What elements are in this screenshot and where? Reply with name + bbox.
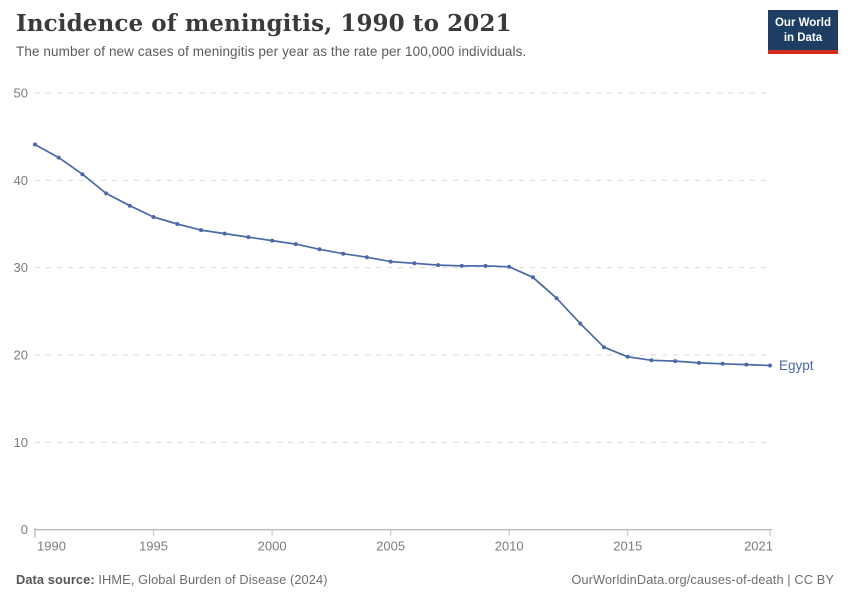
data-point[interactable] <box>127 203 132 208</box>
data-point[interactable] <box>578 321 583 326</box>
y-tick-label: 30 <box>14 260 28 275</box>
x-tick-label: 1995 <box>139 539 168 554</box>
data-point[interactable] <box>507 264 512 269</box>
x-tick-label: 1990 <box>37 539 66 554</box>
data-point[interactable] <box>696 360 701 365</box>
data-point[interactable] <box>151 215 156 219</box>
data-point[interactable] <box>744 362 749 367</box>
series-line[interactable] <box>34 143 771 367</box>
y-tick-label: 0 <box>21 522 28 537</box>
data-point[interactable] <box>270 238 275 243</box>
x-tick-label: 2021 <box>744 539 773 554</box>
x-tick-label: 2015 <box>613 539 642 554</box>
data-point[interactable] <box>673 359 678 364</box>
data-point[interactable] <box>341 251 346 256</box>
data-source: Data source: IHME, Global Burden of Dise… <box>16 572 328 587</box>
data-point[interactable] <box>104 191 109 196</box>
owid-logo[interactable]: Our World in Data <box>767 10 838 54</box>
data-point[interactable] <box>246 235 251 240</box>
x-tick-label: 2005 <box>376 539 405 554</box>
data-point[interactable] <box>530 275 535 280</box>
x-tick-label: 2000 <box>258 539 287 554</box>
data-point[interactable] <box>412 261 417 266</box>
owid-logo-line1: Our World <box>774 17 831 29</box>
data-point[interactable] <box>80 172 85 177</box>
data-point[interactable] <box>222 231 227 236</box>
data-point[interactable] <box>56 155 61 160</box>
credit-line[interactable]: OurWorldinData.org/causes-of-death | CC … <box>571 571 834 587</box>
page-title: Incidence of meningitis, 1990 to 2021 <box>16 10 512 37</box>
data-point[interactable] <box>554 296 559 301</box>
y-tick-label: 20 <box>14 348 28 363</box>
data-point[interactable] <box>602 345 606 350</box>
data-point[interactable] <box>625 354 630 359</box>
data-source-text: IHME, Global Burden of Disease (2024) <box>94 571 328 587</box>
series-end-label[interactable]: Egypt <box>779 358 814 373</box>
line-chart[interactable]: 0 10 20 30 40 50 1990 1995 2000 2005 2010 2015 2021 E… <box>0 80 850 560</box>
data-point[interactable] <box>436 263 441 268</box>
data-point[interactable] <box>293 242 298 247</box>
data-point[interactable] <box>364 255 369 260</box>
data-point[interactable] <box>720 361 725 366</box>
chart-header: Incidence of meningitis, 1990 to 2021 Th… <box>16 10 750 59</box>
y-tick-label: 40 <box>14 173 28 188</box>
chart-subtitle: The number of new cases of meningitis pe… <box>16 44 527 59</box>
data-point[interactable] <box>175 222 180 226</box>
x-tick-label: 2010 <box>495 539 524 554</box>
owid-logo-line2: in Data <box>783 31 823 44</box>
data-point[interactable] <box>768 363 772 368</box>
data-point[interactable] <box>649 358 654 363</box>
data-point[interactable] <box>483 263 488 268</box>
y-tick-label: 10 <box>14 435 28 450</box>
data-point[interactable] <box>388 259 393 264</box>
y-tick-label: 50 <box>14 86 28 101</box>
data-point[interactable] <box>199 228 203 233</box>
data-point[interactable] <box>317 247 322 252</box>
data-source-label: Data source: <box>16 571 95 587</box>
chart-footer: Data source: IHME, Global Burden of Dise… <box>16 568 834 590</box>
data-point[interactable] <box>459 263 464 268</box>
data-point[interactable] <box>33 142 37 147</box>
